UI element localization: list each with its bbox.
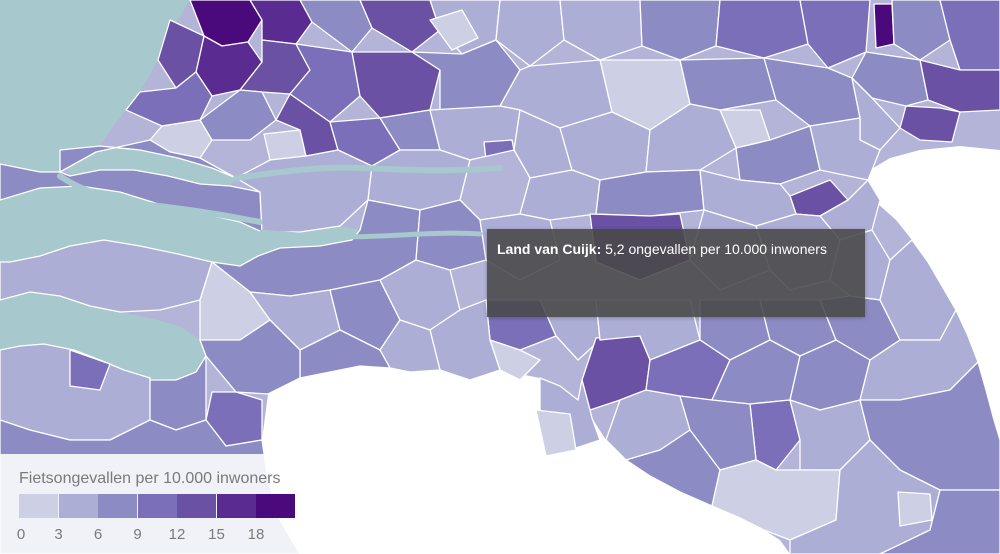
region[interactable] xyxy=(299,0,373,53)
haringvliet xyxy=(60,146,236,186)
tooltip-place-name: Land van Cuijk: xyxy=(497,241,602,257)
region[interactable] xyxy=(199,319,301,395)
region[interactable] xyxy=(879,489,1000,554)
legend-tick-label: 0 xyxy=(16,526,26,543)
region[interactable] xyxy=(559,0,643,61)
region[interactable] xyxy=(125,71,213,127)
river-waal xyxy=(233,164,503,181)
legend-swatch xyxy=(98,494,137,518)
region[interactable] xyxy=(809,117,881,181)
region[interactable] xyxy=(69,349,111,391)
region[interactable] xyxy=(359,0,441,53)
tooltip-value: 5,2 ongevallen per 10.000 inwoners xyxy=(601,241,827,257)
legend-swatch xyxy=(216,494,256,518)
legend-tick-label: 12 xyxy=(168,526,186,543)
region[interactable] xyxy=(299,329,391,379)
region[interactable] xyxy=(639,0,721,61)
region[interactable] xyxy=(59,139,237,179)
region[interactable] xyxy=(429,9,479,51)
legend-swatch xyxy=(177,494,216,518)
region[interactable] xyxy=(519,169,601,221)
oosterschelde xyxy=(0,186,360,266)
region[interactable] xyxy=(715,0,809,59)
legend-tick-label: 18 xyxy=(247,526,265,543)
legend-tick-label: 6 xyxy=(93,526,103,543)
region[interactable] xyxy=(873,3,895,49)
legend-tick-label: 15 xyxy=(208,526,225,543)
region[interactable] xyxy=(429,299,501,381)
legend-tick-label: 3 xyxy=(54,526,63,543)
region[interactable] xyxy=(535,409,577,457)
water-areas xyxy=(0,0,360,380)
westerschelde xyxy=(0,292,206,380)
region[interactable] xyxy=(459,149,531,221)
legend-swatch xyxy=(19,494,58,518)
region[interactable] xyxy=(263,129,307,161)
region[interactable] xyxy=(495,0,565,67)
map-legend: Fietsongevallen per 10.000 inwoners 0 3 6 9… xyxy=(0,454,345,554)
region[interactable] xyxy=(799,0,871,69)
legend-title: Fietsongevallen per 10.000 inwoners xyxy=(19,470,281,487)
region[interactable] xyxy=(679,57,777,111)
legend-swatch xyxy=(256,494,295,518)
legend-tick-label: 9 xyxy=(133,526,142,543)
river-bergse-maas xyxy=(259,229,483,240)
rivers xyxy=(57,164,503,240)
map-tooltip: Land van Cuijk: 5,2 ongevallen per 10.00… xyxy=(487,229,865,317)
outside-area xyxy=(262,146,1000,554)
legend-swatch xyxy=(137,494,177,518)
north-sea xyxy=(0,0,190,172)
region[interactable] xyxy=(897,491,933,527)
belgium-area xyxy=(262,362,790,554)
legend-swatch xyxy=(58,494,98,518)
germany-area xyxy=(866,146,1000,440)
river-volkerak xyxy=(57,173,263,225)
region[interactable] xyxy=(891,0,951,61)
